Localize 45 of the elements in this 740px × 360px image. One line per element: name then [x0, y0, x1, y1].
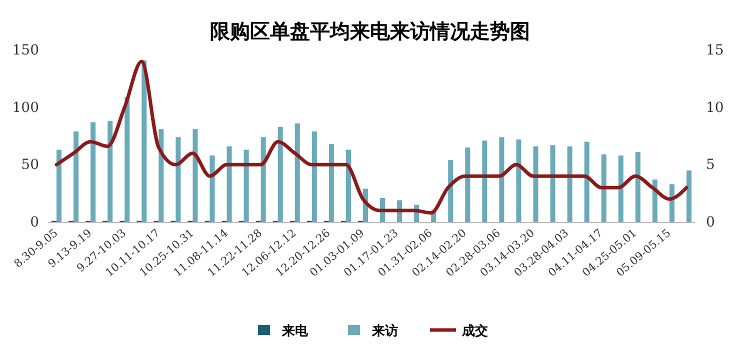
bar [669, 184, 674, 222]
legend-label: 来电 [281, 324, 309, 339]
y2-tick-label: 15 [706, 42, 724, 58]
bar [618, 155, 624, 222]
bar [210, 155, 215, 222]
y2-tick-label: 10 [706, 100, 724, 116]
bar [346, 150, 351, 222]
bar [465, 147, 470, 222]
bar [176, 137, 181, 222]
bar [192, 129, 198, 222]
bar [601, 154, 606, 222]
bar [294, 123, 300, 222]
y-tick-label: 0 [30, 214, 39, 230]
bar [635, 152, 640, 222]
y-tick-label: 150 [12, 42, 39, 58]
y-tick-label: 50 [21, 157, 39, 174]
y2-tick-label: 0 [706, 214, 715, 230]
bar [108, 121, 113, 222]
bar [260, 137, 266, 222]
legend-label: 来访 [371, 323, 398, 339]
bar [158, 129, 164, 222]
bar [686, 170, 692, 222]
y-tick-label: 100 [12, 100, 39, 116]
bar [312, 131, 317, 222]
bar [278, 126, 283, 222]
bar [142, 60, 147, 222]
bar [499, 137, 504, 222]
bar [124, 97, 130, 222]
legend-label: 成交 [461, 323, 488, 339]
bar [328, 144, 334, 222]
bar [533, 146, 538, 222]
line-series [54, 60, 688, 215]
chart-title: 限购区单盘平均来电来访情况走势图 [210, 19, 530, 43]
bar [56, 150, 62, 222]
bar [567, 146, 572, 222]
bar [244, 150, 249, 222]
bar [74, 131, 79, 222]
bar [448, 160, 454, 222]
y2-tick-label: 5 [706, 157, 715, 174]
bar [226, 146, 232, 222]
bar [584, 142, 590, 222]
bar [516, 139, 522, 222]
bar [550, 145, 556, 222]
bar [90, 122, 96, 222]
bar [482, 140, 488, 222]
